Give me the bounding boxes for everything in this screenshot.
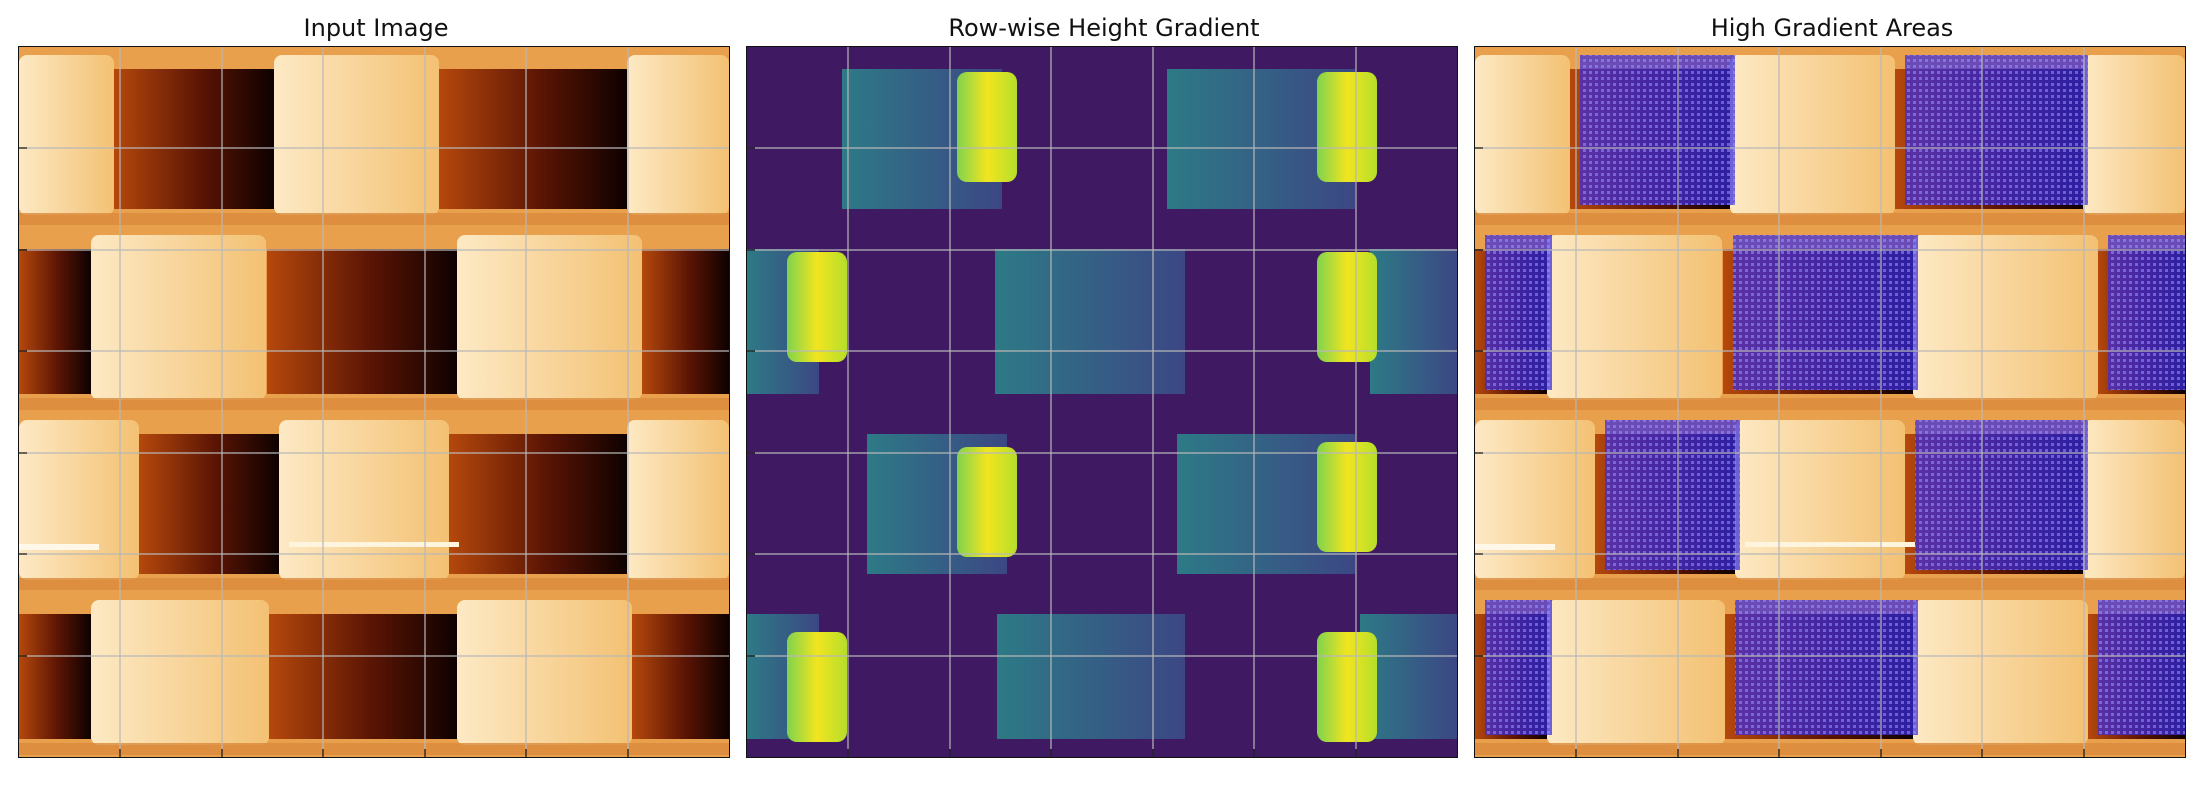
input-image-canvas <box>19 47 729 757</box>
high-gradient-plot <box>1474 46 2186 758</box>
panel-row-gradient: Row-wise Height Gradient <box>746 0 1462 800</box>
panel-title: Input Image <box>303 14 449 42</box>
panel-high-gradient: High Gradient Areas <box>1474 0 2190 800</box>
row-gradient-canvas <box>747 47 1457 757</box>
panel-title: Row-wise Height Gradient <box>948 14 1260 42</box>
input-image-plot <box>18 46 730 758</box>
panel-title: High Gradient Areas <box>1710 14 1954 42</box>
high-gradient-canvas <box>1475 47 2185 757</box>
panel-input-image: Input Image <box>18 0 734 800</box>
row-gradient-plot <box>746 46 1458 758</box>
